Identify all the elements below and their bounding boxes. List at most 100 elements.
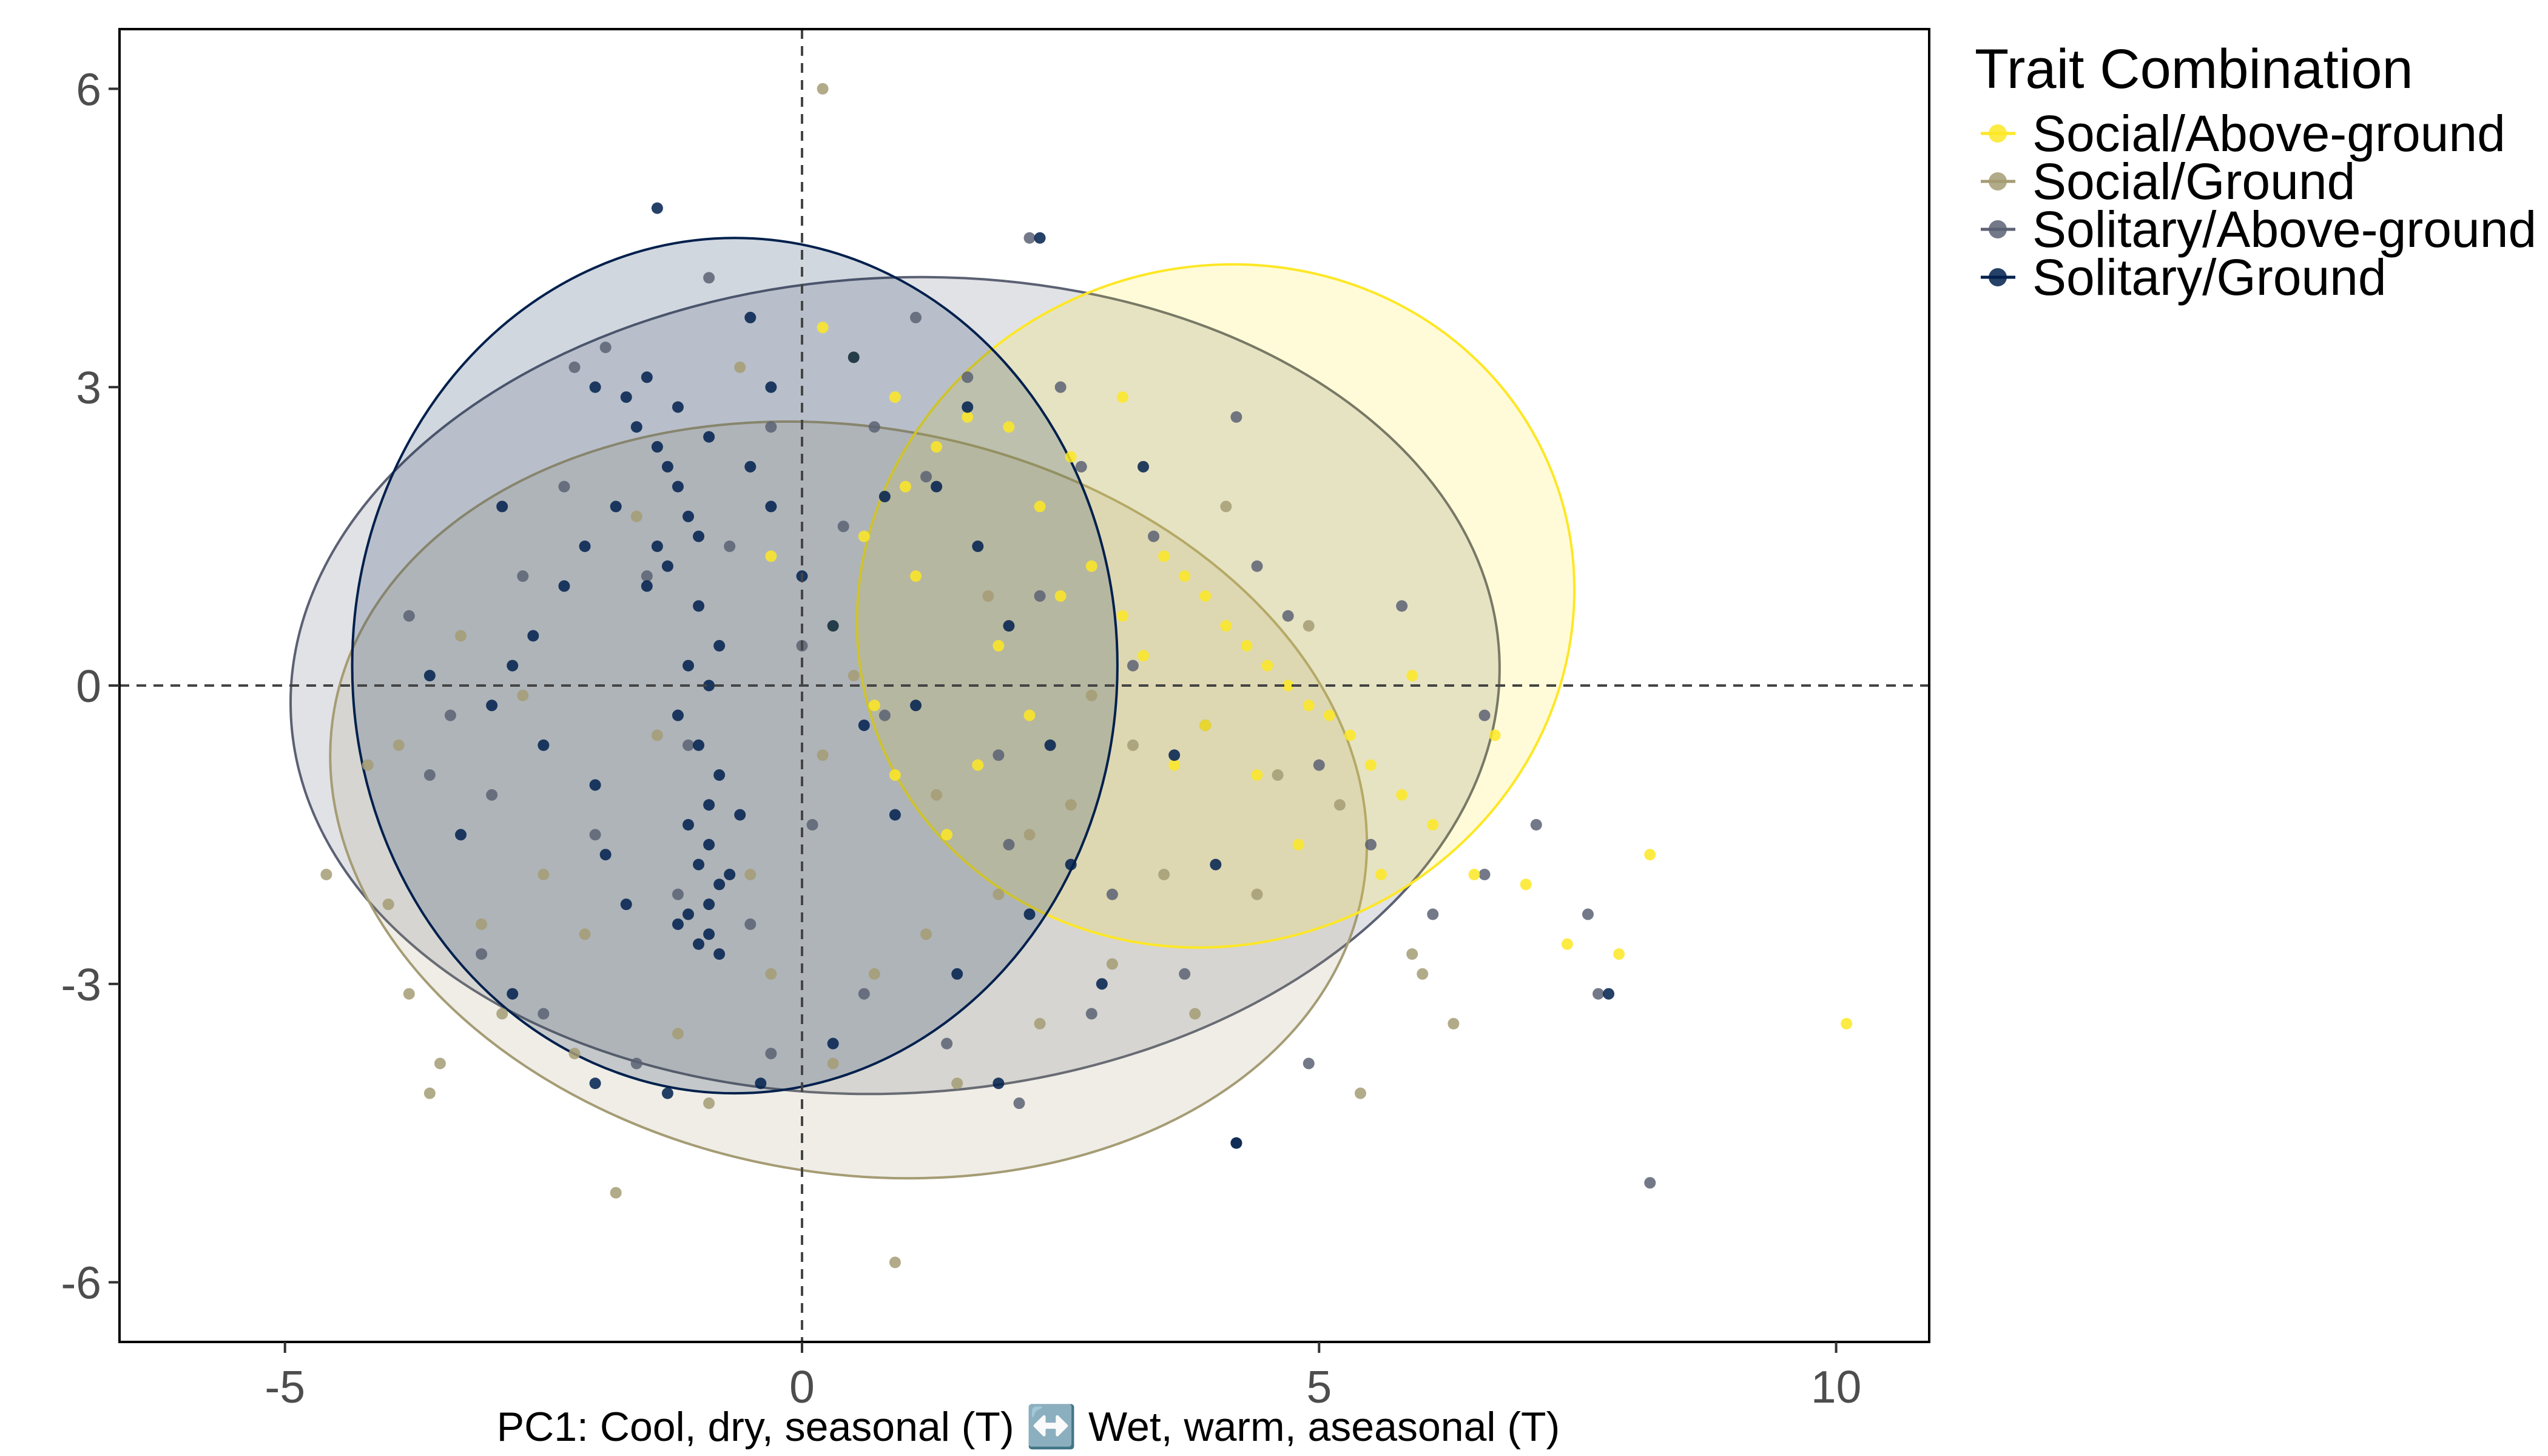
point-solitary-ground — [693, 530, 705, 542]
point-solitary-ground — [951, 968, 963, 980]
confidence-ellipses — [289, 237, 1576, 1180]
point-social-ground — [1251, 888, 1263, 900]
point-solitary-ground — [423, 670, 436, 682]
point-social-above-ground — [1116, 391, 1128, 403]
ellipse-social-ground — [329, 420, 1369, 1180]
point-solitary-above-ground — [1148, 530, 1160, 542]
point-solitary-ground — [693, 858, 705, 871]
axes: -5 0 5 10 -6 -3 0 3 6 — [61, 28, 1930, 1412]
x-tick-label: 0 — [789, 1361, 815, 1412]
point-solitary-above-ground — [724, 540, 736, 552]
point-social-ground — [1220, 500, 1232, 513]
point-solitary-ground — [1230, 1137, 1242, 1149]
point-social-ground — [568, 1048, 581, 1060]
point-solitary-ground — [827, 620, 839, 632]
point-solitary-ground — [589, 779, 601, 791]
legend-key-dot — [1989, 124, 2007, 143]
point-solitary-ground — [703, 838, 715, 851]
point-social-ground — [423, 1087, 436, 1099]
point-social-above-ground — [1199, 720, 1212, 732]
point-solitary-ground — [558, 580, 570, 592]
point-social-above-ground — [931, 441, 943, 453]
point-solitary-ground — [1096, 978, 1108, 990]
point-solitary-above-ground — [941, 1037, 953, 1050]
point-solitary-ground — [527, 630, 539, 642]
point-solitary-above-ground — [672, 888, 684, 900]
point-social-ground — [362, 759, 374, 771]
point-solitary-above-ground — [910, 311, 922, 323]
point-solitary-above-ground — [806, 819, 818, 831]
point-solitary-above-ground — [1478, 709, 1491, 721]
point-solitary-above-ground — [765, 1048, 777, 1060]
point-social-above-ground — [1065, 451, 1077, 463]
point-solitary-ground — [672, 480, 684, 493]
point-solitary-ground — [889, 809, 901, 821]
point-social-ground — [610, 1187, 622, 1199]
point-solitary-ground — [931, 480, 943, 493]
point-solitary-ground — [693, 739, 705, 751]
point-social-ground — [455, 630, 467, 642]
point-social-above-ground — [858, 530, 870, 542]
point-solitary-above-ground — [837, 521, 849, 533]
point-social-ground — [476, 918, 488, 930]
legend-entry: Solitary/Above-ground — [1981, 201, 2536, 258]
point-solitary-above-ground — [1230, 411, 1242, 423]
point-solitary-ground — [703, 928, 715, 940]
point-solitary-ground — [641, 580, 653, 592]
point-social-above-ground — [889, 769, 901, 781]
point-social-ground — [920, 928, 932, 940]
legend-label: Social/Above-ground — [2032, 105, 2506, 162]
point-solitary-above-ground — [538, 1008, 550, 1020]
point-solitary-above-ground — [1251, 560, 1263, 572]
point-social-ground — [1106, 958, 1118, 970]
point-solitary-ground — [1138, 460, 1150, 473]
legend-entry: Social/Ground — [1981, 153, 2355, 210]
point-solitary-above-ground — [1023, 232, 1036, 244]
point-solitary-ground — [455, 829, 467, 841]
point-social-ground — [403, 988, 415, 1000]
point-social-above-ground — [972, 759, 984, 771]
point-solitary-ground — [682, 659, 695, 672]
point-solitary-ground — [1168, 749, 1181, 761]
point-social-ground — [848, 670, 860, 682]
point-solitary-above-ground — [765, 421, 777, 433]
point-social-above-ground — [1116, 610, 1128, 622]
point-social-ground — [630, 510, 642, 522]
point-solitary-above-ground — [878, 709, 891, 721]
point-social-ground — [744, 868, 757, 880]
point-solitary-above-ground — [558, 480, 570, 493]
point-solitary-ground — [765, 381, 777, 393]
point-social-above-ground — [1303, 699, 1315, 712]
legend-entry: Solitary/Ground — [1981, 249, 2387, 306]
point-solitary-ground — [651, 202, 663, 214]
point-solitary-above-ground — [1003, 838, 1015, 851]
point-solitary-above-ground — [444, 709, 456, 721]
point-solitary-above-ground — [517, 570, 529, 582]
point-solitary-ground — [878, 491, 891, 503]
point-solitary-ground — [486, 699, 498, 712]
point-solitary-ground — [713, 948, 726, 960]
point-solitary-ground — [620, 898, 632, 911]
point-social-ground — [1189, 1008, 1201, 1020]
point-social-above-ground — [1841, 1017, 1853, 1030]
point-social-ground — [382, 898, 394, 911]
point-social-ground — [951, 1077, 963, 1090]
point-solitary-ground — [993, 1077, 1005, 1090]
point-social-above-ground — [1023, 709, 1036, 721]
point-solitary-above-ground — [589, 829, 601, 841]
point-solitary-ground — [703, 679, 715, 692]
point-social-ground — [320, 868, 332, 880]
y-tick-label: -6 — [61, 1258, 101, 1309]
legend-title: Trait Combination — [1975, 38, 2413, 100]
point-solitary-ground — [507, 659, 519, 672]
point-solitary-above-ground — [1530, 819, 1542, 831]
point-solitary-above-ground — [962, 371, 974, 383]
point-solitary-above-ground — [403, 610, 415, 622]
point-solitary-ground — [858, 720, 870, 732]
point-solitary-above-ground — [568, 361, 581, 373]
point-solitary-ground — [744, 311, 757, 323]
point-social-above-ground — [1168, 759, 1181, 771]
point-social-above-ground — [1613, 948, 1625, 960]
point-solitary-ground — [682, 908, 695, 920]
